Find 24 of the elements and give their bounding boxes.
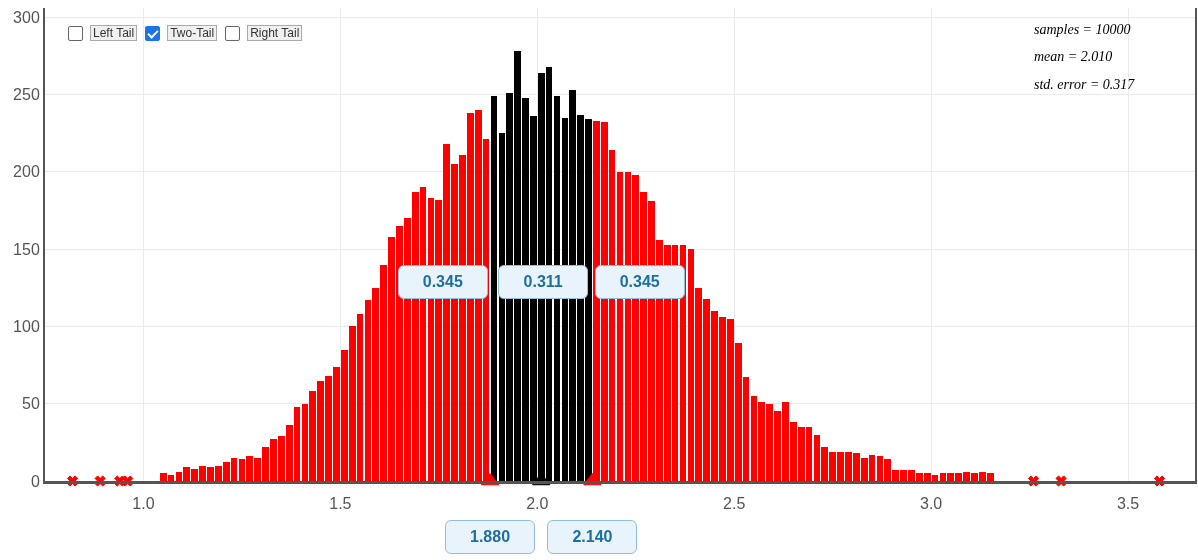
annotation: Left Tail — [90, 25, 138, 41]
annotation: Right Tail — [247, 25, 303, 41]
y-tick-label: 0 — [30, 472, 40, 490]
annotation: mean = 2.010 — [1034, 49, 1113, 64]
y-tick-label: 300 — [13, 8, 40, 26]
y-tick-label: 100 — [13, 318, 40, 336]
y-tick-label: 200 — [13, 163, 40, 181]
annotation: samples = 10000 — [1034, 22, 1131, 37]
annotation: 1.880 — [469, 528, 511, 546]
x-tick-label: 3.5 — [1116, 495, 1140, 513]
annotation: Two-Tail — [167, 25, 218, 41]
annotation: 0.345 — [422, 272, 463, 291]
x-tick-label: 1.0 — [132, 495, 155, 513]
x-tick-label: 3.0 — [920, 495, 943, 513]
annotation: 2.140 — [572, 528, 613, 546]
y-tick-label: 50 — [22, 395, 40, 413]
y-tick-label: 250 — [13, 86, 40, 104]
x-tick-label: 2.5 — [723, 495, 746, 513]
y-tick-label: 150 — [13, 240, 40, 258]
annotation: 0.311 — [523, 272, 563, 291]
annotation: 0.345 — [619, 272, 660, 291]
x-tick-label: 1.5 — [329, 495, 352, 513]
annotation: std. error = 0.317 — [1034, 77, 1136, 92]
x-tick-label: 2.0 — [526, 495, 549, 513]
